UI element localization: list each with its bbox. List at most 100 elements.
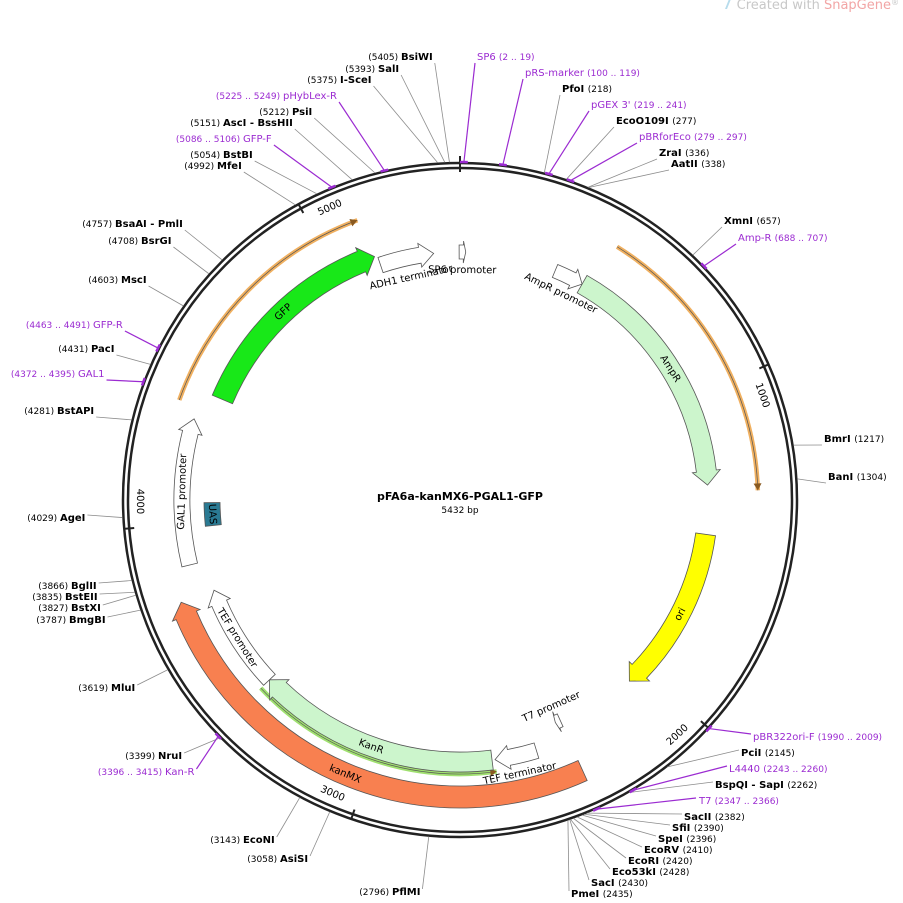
site-label-zrai[interactable]: ZraI (336) xyxy=(659,148,709,159)
primer-site-gfp-r xyxy=(155,344,161,353)
site-pos: (2262) xyxy=(787,781,817,791)
site-label-pflmi[interactable]: (2796) PflMI xyxy=(359,887,420,898)
feature-ampr-promoter[interactable] xyxy=(551,263,583,290)
site-pos: (336) xyxy=(685,149,709,159)
site-leader-pflmi xyxy=(422,836,430,890)
site-name: PsiI xyxy=(292,107,312,118)
tick-label-1000: 1000 xyxy=(753,382,772,410)
site-label-ecoo109i[interactable]: EcoO109I (277) xyxy=(616,116,696,127)
site-label-spei[interactable]: SpeI (2396) xyxy=(658,834,716,845)
primer-label-sp6[interactable]: SP6 (2 .. 19) xyxy=(477,52,535,63)
primer-label-amp-r[interactable]: Amp-R (688 .. 707) xyxy=(738,233,828,244)
site-label-aatii[interactable]: AatII (338) xyxy=(671,159,725,170)
site-label-pcii[interactable]: PciI (2145) xyxy=(741,748,795,759)
site-label-bsaai-pmli[interactable]: (4757) BsaAI - PmlI xyxy=(82,219,183,230)
site-name: EcoRV xyxy=(644,845,683,856)
site-label-pfoi[interactable]: PfoI (218) xyxy=(562,84,612,95)
site-leader-bsrgi xyxy=(173,246,210,275)
site-leader-msci xyxy=(148,285,184,307)
primer-label-prs-marker[interactable]: pRS-marker (100 .. 119) xyxy=(525,68,640,79)
site-label-ecori[interactable]: EcoRI (2420) xyxy=(628,856,692,867)
primer-leader-gfp-r xyxy=(124,330,159,349)
primer-name: pBRforEco xyxy=(639,132,694,143)
site-leader-saci xyxy=(569,819,590,881)
primer-leader-kan-r xyxy=(195,735,219,770)
feature-tef-terminator[interactable] xyxy=(494,742,540,770)
site-label-saci[interactable]: SacI (2430) xyxy=(591,878,648,889)
site-leader-nrui xyxy=(183,737,221,754)
feature-t7-promoter[interactable] xyxy=(552,711,564,732)
site-name: I-SceI xyxy=(340,75,372,86)
site-pos: (5405) xyxy=(368,53,401,63)
site-pos: (4431) xyxy=(58,345,91,355)
feature-gal1-promoter[interactable] xyxy=(173,418,203,568)
site-pos: (218) xyxy=(588,85,612,95)
site-label-sfii[interactable]: SfiI (2390) xyxy=(672,823,724,834)
primer-label-kan-r[interactable]: (3396 .. 3415) Kan-R xyxy=(98,767,195,778)
primer-site-gal1 xyxy=(140,377,146,386)
orf-head-orf-right xyxy=(753,483,762,491)
site-label-sacii[interactable]: SacII (2382) xyxy=(684,812,745,823)
site-label-i-scei[interactable]: (5375) I-SceI xyxy=(307,75,371,86)
primer-label-t7[interactable]: T7 (2347 .. 2366) xyxy=(698,796,779,807)
primer-label-phyblex-r[interactable]: (5225 .. 5249) pHybLex-R xyxy=(216,91,337,102)
site-label-mfei[interactable]: (4992) MfeI xyxy=(184,161,242,172)
primer-label-gfp-f[interactable]: (5086 .. 5106) GFP-F xyxy=(176,134,272,145)
site-label-nrui[interactable]: (3399) NruI xyxy=(125,751,182,762)
site-name: AscI - BssHII xyxy=(223,118,293,129)
site-pos: (2145) xyxy=(765,749,795,759)
site-layer: (5405) BsiWI(5393) SalI(5375) I-SceI (521… xyxy=(24,52,886,900)
site-label-bsrgi[interactable]: (4708) BsrGI xyxy=(108,236,171,247)
site-label-bmri[interactable]: BmrI (1217) xyxy=(824,434,884,445)
site-leader-aatii xyxy=(588,169,670,188)
site-label-asci-bsshii[interactable]: (5151) AscI - BssHII xyxy=(190,118,293,129)
site-label-bstbi[interactable]: (5054) BstBI xyxy=(190,150,253,161)
primer-label-pgex-3[interactable]: pGEX 3' (219 .. 241) xyxy=(591,100,687,111)
primer-label-pbr322ori-f[interactable]: pBR322ori-F (1990 .. 2009) xyxy=(753,732,882,743)
site-label-psii[interactable]: (5212) PsiI xyxy=(259,107,312,118)
feature-ampr[interactable] xyxy=(576,274,722,486)
site-label-bmgbi[interactable]: (3787) BmgBI xyxy=(36,615,105,626)
site-pos: (2435) xyxy=(603,890,633,900)
site-label-asisi[interactable]: (3058) AsiSI xyxy=(247,854,308,865)
primer-label-l4440[interactable]: L4440 (2243 .. 2260) xyxy=(729,764,827,775)
site-label-bstxi[interactable]: (3827) BstXI xyxy=(38,603,101,614)
primer-label-gal1[interactable]: (4372 .. 4395) GAL1 xyxy=(11,369,105,380)
site-name: BanI xyxy=(828,472,857,483)
site-label-pmei[interactable]: PmeI (2435) xyxy=(571,889,633,900)
site-label-eco53ki[interactable]: Eco53kI (2428) xyxy=(612,867,689,878)
primer-label-pbrforeco[interactable]: pBRforEco (279 .. 297) xyxy=(639,132,747,143)
primer-site-kan-r xyxy=(214,732,222,740)
site-label-bstapi[interactable]: (4281) BstAPI xyxy=(24,406,94,417)
site-pos: (5393) xyxy=(345,65,378,75)
site-label-bsteii[interactable]: (3835) BstEII xyxy=(32,592,97,603)
site-label-xmni[interactable]: XmnI (657) xyxy=(724,216,781,227)
site-label-ecorv[interactable]: EcoRV (2410) xyxy=(644,845,713,856)
feature-tef-promoter[interactable] xyxy=(207,589,276,686)
site-name: PmeI xyxy=(571,889,603,900)
feature-kanmx[interactable] xyxy=(171,601,588,809)
primer-site-phyblex-r xyxy=(380,168,389,173)
site-label-econi[interactable]: (3143) EcoNI xyxy=(210,835,275,846)
site-label-bglii[interactable]: (3866) BglII xyxy=(38,581,96,592)
primer-label-gfp-r[interactable]: (4463 .. 4491) GFP-R xyxy=(26,320,123,331)
site-leader-asisi xyxy=(309,811,331,857)
site-label-sali[interactable]: (5393) SalI xyxy=(345,64,399,75)
site-label-bspqi-sapi[interactable]: BspQI - SapI (2262) xyxy=(715,780,817,791)
site-pos: (1304) xyxy=(857,473,887,483)
feature-ori[interactable] xyxy=(628,532,716,682)
site-label-bani[interactable]: BanI (1304) xyxy=(828,472,887,483)
feature-adh1-term[interactable] xyxy=(377,242,435,274)
feature-gfp[interactable] xyxy=(211,246,376,405)
tick-mark-2000 xyxy=(700,720,709,729)
site-name: PflMI xyxy=(392,887,420,898)
site-label-agei[interactable]: (4029) AgeI xyxy=(27,513,85,524)
site-label-bsiwi[interactable]: (5405) BsiWI xyxy=(368,52,433,63)
feature-sp6-promoter[interactable] xyxy=(458,240,467,264)
primer-leader-pgex-3 xyxy=(548,110,590,175)
primer-pos: (3396 .. 3415) xyxy=(98,768,165,778)
feature-uas[interactable] xyxy=(203,502,222,527)
site-label-paci[interactable]: (4431) PacI xyxy=(58,344,114,355)
site-label-mlui[interactable]: (3619) MluI xyxy=(78,683,135,694)
site-label-msci[interactable]: (4603) MscI xyxy=(88,275,146,286)
